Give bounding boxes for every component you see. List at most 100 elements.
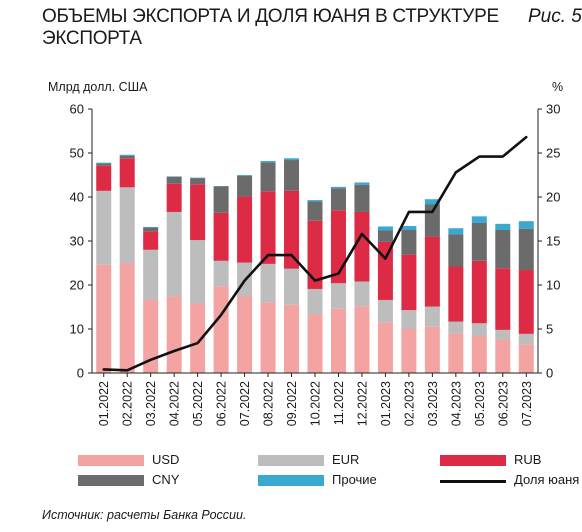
bar-usd-18 <box>518 344 534 373</box>
bar-eur-18 <box>518 333 534 345</box>
bar-rub-7 <box>260 191 276 264</box>
bar-cny-14 <box>424 204 440 237</box>
bar-usd-12 <box>377 322 393 373</box>
y2-tick-label-25: 25 <box>546 146 560 161</box>
bar-прочие-15 <box>448 228 464 235</box>
bar-usd-14 <box>424 326 440 373</box>
x-tick-label-13: 02.2023 <box>402 381 416 426</box>
bar-rub-4 <box>190 184 206 241</box>
bar-прочие-16 <box>471 216 487 223</box>
bar-usd-9 <box>307 314 323 373</box>
bar-eur-1 <box>119 187 135 263</box>
bar-usd-5 <box>213 286 229 373</box>
bar-eur-3 <box>166 211 182 297</box>
bar-rub-14 <box>424 236 440 307</box>
bar-eur-10 <box>330 283 346 309</box>
y2-tick-label-5: 5 <box>546 322 553 337</box>
bar-rub-11 <box>354 211 370 282</box>
bar-usd-7 <box>260 302 276 373</box>
bar-cny-18 <box>518 228 534 271</box>
bar-прочие-9 <box>307 200 323 202</box>
bar-eur-13 <box>401 310 417 329</box>
bar-rub-5 <box>213 212 229 261</box>
bar-прочие-13 <box>401 226 417 230</box>
x-tick-label-8: 09.2022 <box>285 381 299 426</box>
bar-eur-7 <box>260 263 276 303</box>
bar-usd-3 <box>166 296 182 373</box>
bar-rub-13 <box>401 254 417 311</box>
bar-cny-1 <box>119 155 135 159</box>
bar-usd-0 <box>96 264 112 373</box>
bar-usd-4 <box>190 303 206 373</box>
bar-cny-10 <box>330 188 346 211</box>
bar-eur-16 <box>471 323 487 337</box>
x-tick-label-15: 04.2023 <box>449 381 463 426</box>
bar-cny-12 <box>377 230 393 242</box>
bar-прочие-10 <box>330 186 346 189</box>
bar-cny-7 <box>260 162 276 192</box>
bar-прочие-6 <box>237 175 253 176</box>
bar-cny-8 <box>284 160 300 191</box>
bar-прочие-0 <box>96 162 112 164</box>
bar-прочие-12 <box>377 226 393 231</box>
bar-cny-9 <box>307 201 323 221</box>
bar-cny-6 <box>237 175 253 197</box>
y-tick-label-60: 60 <box>70 102 84 117</box>
bar-rub-1 <box>119 158 135 188</box>
x-tick-label-12: 01.2023 <box>379 381 393 426</box>
bar-cny-2 <box>143 227 159 232</box>
bar-cny-3 <box>166 176 182 184</box>
x-tick-label-17: 06.2023 <box>496 381 510 426</box>
bar-usd-15 <box>448 333 464 373</box>
bar-usd-16 <box>471 336 487 373</box>
x-tick-label-5: 06.2022 <box>215 381 229 426</box>
source-note: Источник: расчеты Банка России. <box>42 508 247 522</box>
x-tick-label-18: 07.2023 <box>520 381 534 426</box>
bar-cny-13 <box>401 230 417 255</box>
bar-eur-8 <box>284 268 300 305</box>
bar-cny-17 <box>495 230 511 269</box>
x-tick-label-6: 07.2022 <box>238 381 252 426</box>
bar-eur-12 <box>377 299 393 323</box>
bar-usd-2 <box>143 299 159 373</box>
bar-rub-2 <box>143 231 159 250</box>
bar-usd-10 <box>330 308 346 373</box>
bar-cny-16 <box>471 222 487 261</box>
y-tick-label-0: 0 <box>77 366 84 381</box>
y2-tick-label-30: 30 <box>546 102 560 117</box>
y2-tick-label-15: 15 <box>546 234 560 249</box>
y-tick-label-30: 30 <box>70 234 84 249</box>
bar-eur-2 <box>143 249 159 300</box>
y2-tick-label-0: 0 <box>546 366 553 381</box>
x-tick-label-10: 11.2022 <box>332 381 346 425</box>
bar-прочие-17 <box>495 223 511 230</box>
x-tick-label-2: 03.2022 <box>144 381 158 426</box>
bar-прочие-14 <box>424 199 440 205</box>
yuan-share-line <box>102 135 528 372</box>
bar-eur-4 <box>190 240 206 304</box>
y-tick-label-50: 50 <box>70 146 84 161</box>
bar-rub-17 <box>495 268 511 330</box>
bar-прочие-1 <box>119 154 135 156</box>
y-axis-label: Млрд долл. США <box>48 80 148 94</box>
bar-rub-16 <box>471 260 487 324</box>
x-tick-label-4: 05.2022 <box>191 381 205 426</box>
bar-usd-8 <box>284 304 300 373</box>
bar-cny-11 <box>354 184 370 212</box>
y-tick-label-20: 20 <box>70 278 84 293</box>
bar-eur-14 <box>424 306 440 327</box>
bar-rub-15 <box>448 266 464 322</box>
x-tick-label-3: 04.2022 <box>168 381 182 426</box>
y2-tick-label-10: 10 <box>546 278 560 293</box>
bar-прочие-11 <box>354 182 370 185</box>
y2-axis-label: % <box>552 80 564 94</box>
y2-tick-label-20: 20 <box>546 190 560 205</box>
bar-eur-0 <box>96 190 112 265</box>
bar-eur-9 <box>307 288 323 315</box>
bar-eur-5 <box>213 260 229 287</box>
bar-rub-8 <box>284 190 300 269</box>
bar-cny-5 <box>213 186 229 213</box>
x-tick-label-1: 02.2022 <box>121 381 135 426</box>
bar-eur-15 <box>448 321 464 334</box>
bar-rub-3 <box>166 183 182 212</box>
